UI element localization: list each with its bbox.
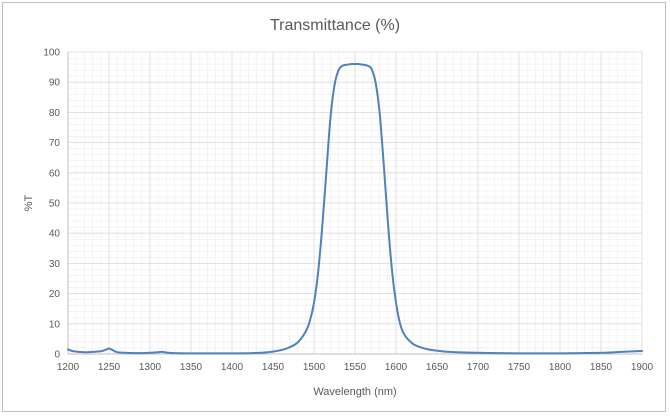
y-tick-label: 10 — [49, 319, 61, 330]
y-tick-label: 90 — [49, 78, 61, 89]
y-tick-label: 0 — [54, 350, 60, 361]
x-tick-label: 1650 — [426, 362, 449, 373]
y-tick-label: 40 — [49, 229, 61, 240]
x-tick-label: 1800 — [549, 362, 572, 373]
y-tick-label: 50 — [49, 199, 61, 210]
y-tick-label: 60 — [49, 168, 61, 179]
x-tick-label: 1550 — [344, 362, 367, 373]
y-tick-label: 80 — [49, 108, 61, 119]
x-tick-label: 1850 — [590, 362, 613, 373]
x-tick-label: 1750 — [508, 362, 531, 373]
y-tick-label: 30 — [49, 259, 61, 270]
x-tick-label: 1350 — [180, 362, 203, 373]
x-tick-label: 1900 — [631, 362, 654, 373]
chart-title: Transmittance (%) — [270, 17, 400, 34]
y-axis-title: %T — [23, 194, 35, 211]
x-tick-label: 1300 — [139, 362, 162, 373]
major-grid — [67, 51, 643, 355]
y-tick-labels: 0 10 20 30 40 50 60 70 80 90 100 — [43, 48, 60, 361]
x-tick-label: 1200 — [57, 362, 80, 373]
x-axis-title: Wavelength (nm) — [313, 386, 396, 398]
x-tick-labels: 1200 1250 1300 1350 1400 1450 1500 1550 1600 1650… — [57, 362, 654, 373]
y-tick-label: 70 — [49, 138, 61, 149]
series-layer — [67, 63, 643, 355]
y-tick-label: 20 — [49, 289, 61, 300]
x-tick-label: 1700 — [467, 362, 490, 373]
x-tick-label: 1450 — [262, 362, 285, 373]
x-tick-label: 1600 — [385, 362, 408, 373]
x-tick-label: 1500 — [303, 362, 326, 373]
x-tick-label: 1400 — [221, 362, 244, 373]
transmittance-series-line — [67, 63, 643, 355]
y-tick-label: 100 — [43, 48, 60, 59]
x-tick-label: 1250 — [98, 362, 121, 373]
